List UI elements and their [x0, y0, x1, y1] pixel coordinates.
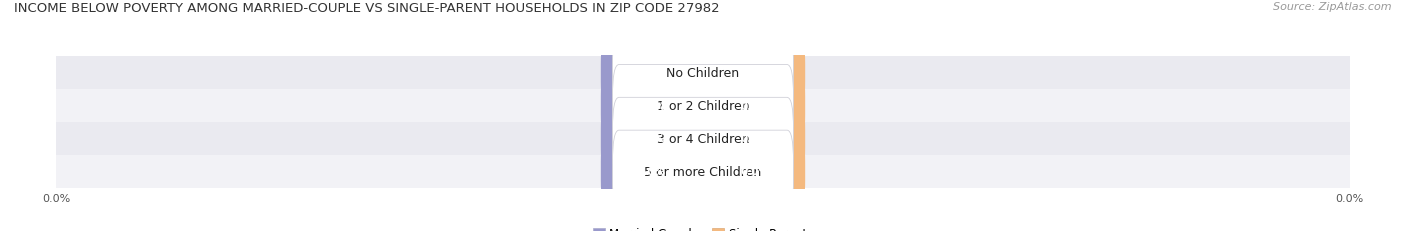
Text: 1 or 2 Children: 1 or 2 Children	[657, 100, 749, 112]
Text: 0.0%: 0.0%	[637, 167, 666, 176]
Text: INCOME BELOW POVERTY AMONG MARRIED-COUPLE VS SINGLE-PARENT HOUSEHOLDS IN ZIP COD: INCOME BELOW POVERTY AMONG MARRIED-COUPL…	[14, 2, 720, 15]
FancyBboxPatch shape	[600, 38, 702, 109]
FancyBboxPatch shape	[704, 71, 806, 141]
Text: 0.0%: 0.0%	[740, 68, 769, 78]
Text: 5 or more Children: 5 or more Children	[644, 165, 762, 178]
Bar	[56, 90, 1350, 122]
FancyBboxPatch shape	[704, 104, 806, 174]
Text: 3 or 4 Children: 3 or 4 Children	[657, 132, 749, 145]
Text: 0.0%: 0.0%	[740, 167, 769, 176]
FancyBboxPatch shape	[704, 136, 806, 207]
Legend: Married Couples, Single Parents: Married Couples, Single Parents	[591, 225, 815, 231]
FancyBboxPatch shape	[613, 33, 793, 114]
FancyBboxPatch shape	[600, 136, 702, 207]
Text: 0.0%: 0.0%	[637, 101, 666, 111]
Text: No Children: No Children	[666, 67, 740, 80]
Text: 0.0%: 0.0%	[637, 134, 666, 144]
FancyBboxPatch shape	[600, 71, 702, 141]
FancyBboxPatch shape	[704, 38, 806, 109]
Text: 0.0%: 0.0%	[740, 101, 769, 111]
Text: 0.0%: 0.0%	[637, 68, 666, 78]
Bar	[56, 155, 1350, 188]
FancyBboxPatch shape	[613, 65, 793, 147]
FancyBboxPatch shape	[613, 98, 793, 180]
Text: Source: ZipAtlas.com: Source: ZipAtlas.com	[1274, 2, 1392, 12]
FancyBboxPatch shape	[613, 131, 793, 212]
Bar	[56, 122, 1350, 155]
FancyBboxPatch shape	[600, 104, 702, 174]
Bar	[56, 57, 1350, 90]
Text: 0.0%: 0.0%	[740, 134, 769, 144]
